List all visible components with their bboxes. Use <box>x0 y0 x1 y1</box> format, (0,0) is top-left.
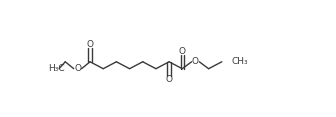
Text: CH₃: CH₃ <box>231 57 248 66</box>
Text: O: O <box>179 47 186 56</box>
Text: O: O <box>87 40 93 49</box>
Text: H₃C: H₃C <box>48 64 65 73</box>
Text: O: O <box>192 57 199 66</box>
Text: O: O <box>166 75 173 84</box>
Text: O: O <box>74 64 81 73</box>
